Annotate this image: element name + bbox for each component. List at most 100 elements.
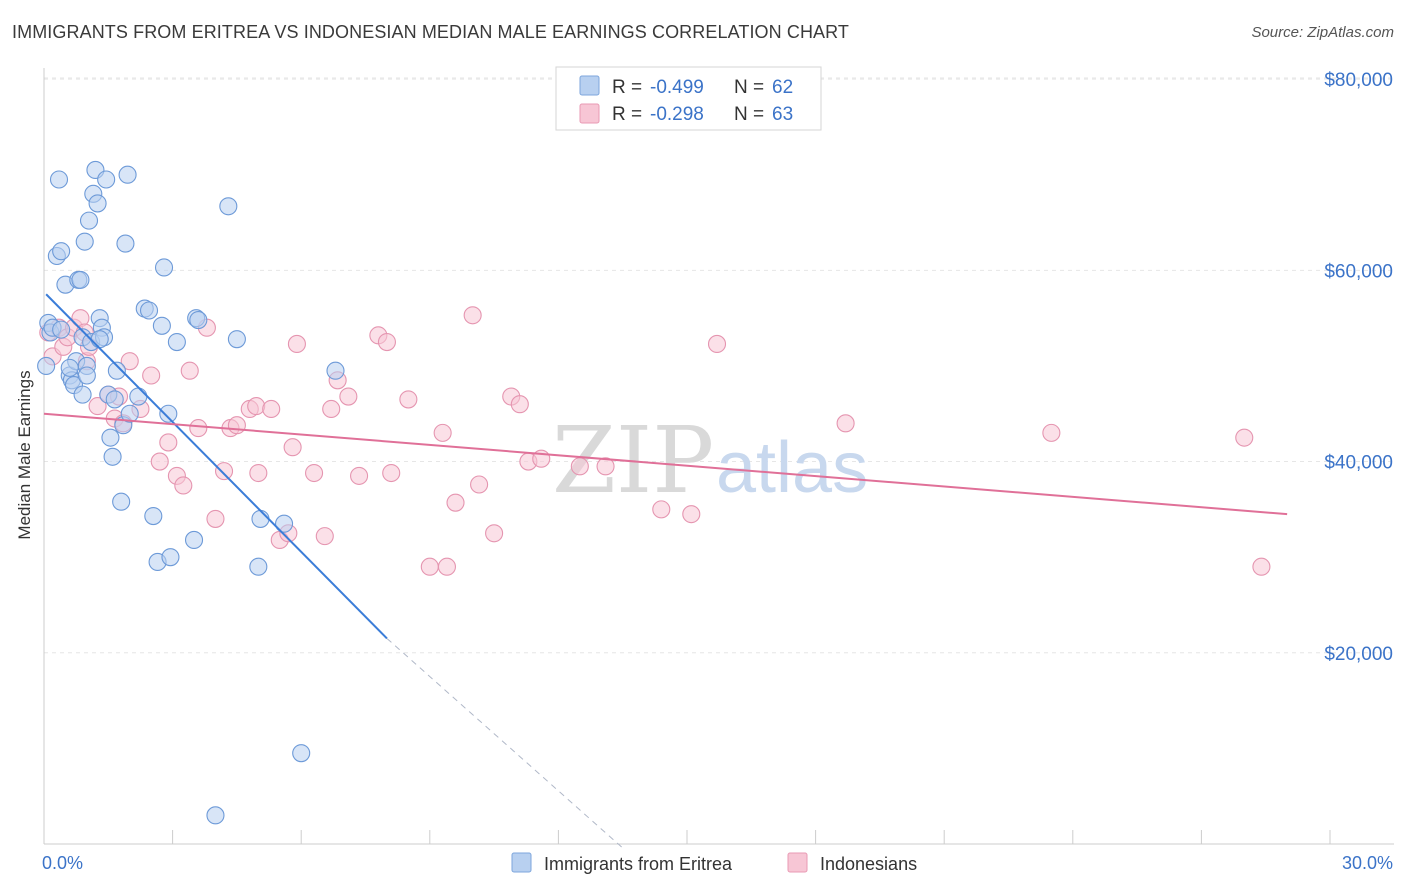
series-swatch-indonesians — [787, 852, 808, 873]
eritrea-point-53 — [275, 514, 294, 533]
eritrea-trend-line — [45, 293, 388, 640]
indonesians-point-42 — [350, 466, 369, 485]
eritrea-point-38 — [144, 507, 163, 526]
indonesians-point-63 — [836, 414, 855, 433]
indonesians-point-37 — [305, 463, 324, 483]
eritrea-point-51 — [249, 557, 268, 576]
eritrea-point-30 — [107, 361, 126, 380]
indonesians-point-10 — [88, 397, 107, 416]
y-tick-labels: $20,000 $40,000 $60,000 $80,000 — [1324, 70, 1393, 665]
eritrea-point-54 — [292, 744, 311, 763]
eritrea-point-55 — [326, 361, 345, 380]
eritrea-point-31 — [112, 492, 131, 511]
indonesians-point-30 — [247, 397, 266, 416]
x-tick-label-0: 0.0% — [42, 853, 83, 873]
indonesians-point-21 — [174, 476, 193, 495]
indonesians-point-52 — [470, 475, 489, 494]
indonesians-point-65 — [1235, 428, 1254, 447]
y-tick-label-1: $40,000 — [1324, 453, 1393, 474]
eritrea-point-45 — [184, 530, 204, 550]
eritrea-point-17 — [79, 211, 99, 230]
eritrea-points — [37, 160, 345, 825]
indonesians-point-64 — [1042, 423, 1061, 442]
y-tick-label-2: $60,000 — [1324, 261, 1393, 282]
x-tick-labels: 0.0% 30.0% — [42, 853, 1393, 873]
series-legend: Immigrants from Eritrea Indonesians — [511, 852, 917, 874]
legend-r-value-2: -0.298 — [650, 104, 704, 125]
indonesians-point-25 — [206, 509, 225, 528]
eritrea-point-34 — [118, 165, 137, 184]
indonesians-point-58 — [570, 457, 589, 476]
indonesians-point-48 — [420, 557, 439, 576]
legend-n-value-1: 62 — [772, 77, 793, 98]
indonesians-point-39 — [322, 399, 341, 419]
legend-r-value-1: -0.499 — [650, 77, 704, 98]
eritrea-point-33 — [116, 234, 135, 253]
source-label: Source: ZipAtlas.com — [1251, 24, 1394, 41]
eritrea-point-57 — [77, 366, 96, 385]
eritrea-point-61 — [129, 387, 148, 406]
indonesians-point-19 — [159, 433, 178, 452]
indonesians-point-28 — [227, 416, 246, 435]
y-tick-label-3: $80,000 — [1324, 70, 1393, 91]
legend-n-label-1: N = — [734, 77, 764, 98]
indonesians-point-35 — [283, 438, 302, 457]
eritrea-point-37 — [139, 301, 159, 320]
watermark-atlas: atlas — [716, 428, 868, 508]
series-label-indonesians: Indonesians — [820, 854, 917, 874]
indonesians-point-46 — [399, 390, 418, 409]
correlation-legend: R = -0.499 N = 62 R = -0.298 N = 63 — [555, 66, 822, 131]
legend-swatch-blue — [579, 75, 600, 96]
legend-r-label-1: R = — [612, 77, 642, 98]
eritrea-point-49 — [219, 197, 238, 216]
indonesians-point-26 — [214, 462, 234, 481]
eritrea-point-25 — [97, 170, 116, 189]
indonesians-point-38 — [315, 527, 334, 546]
eritrea-point-58 — [52, 320, 71, 339]
eritrea-point-60 — [73, 385, 92, 404]
indonesians-points — [39, 306, 1271, 576]
watermark: ZIP atlas — [552, 407, 868, 514]
eritrea-point-44 — [167, 332, 186, 352]
eritrea-point-28 — [103, 447, 122, 466]
eritrea-point-35 — [120, 404, 139, 423]
eritrea-point-13 — [71, 270, 90, 289]
indonesians-point-60 — [652, 500, 671, 519]
x-tick-label-1: 30.0% — [1342, 853, 1393, 873]
legend-n-value-2: 63 — [772, 104, 793, 125]
indonesians-point-55 — [510, 395, 529, 414]
eritrea-point-40 — [152, 316, 171, 335]
indonesians-point-51 — [463, 306, 482, 325]
eritrea-point-50 — [227, 330, 246, 349]
eritrea-point-41 — [154, 258, 174, 277]
indonesians-point-66 — [1252, 557, 1271, 576]
legend-swatch-pink — [579, 103, 600, 124]
indonesians-point-44 — [377, 332, 396, 352]
indonesians-trend-line — [43, 412, 1288, 516]
eritrea-point-27 — [101, 428, 120, 447]
indonesians-point-18 — [150, 452, 169, 471]
eritrea-point-48 — [206, 806, 225, 825]
indonesians-point-17 — [142, 366, 161, 385]
legend-n-label-2: N = — [734, 104, 764, 125]
indonesians-point-47 — [433, 423, 452, 442]
indonesians-point-45 — [382, 463, 401, 483]
legend-r-label-2: R = — [612, 104, 642, 125]
chart-title: IMMIGRANTS FROM ERITREA VS INDONESIAN ME… — [12, 22, 850, 42]
eritrea-point-29 — [105, 390, 124, 409]
indonesians-point-31 — [249, 463, 268, 483]
eritrea-point-56 — [60, 358, 79, 377]
indonesians-point-22 — [180, 361, 199, 380]
eritrea-point-0 — [37, 356, 56, 376]
indonesians-point-23 — [189, 419, 208, 438]
eritrea-point-43 — [161, 548, 180, 567]
indonesians-point-41 — [339, 387, 358, 406]
trend-lines — [43, 293, 1288, 849]
eritrea-trend-extension — [386, 638, 624, 849]
indonesians-point-36 — [287, 334, 306, 354]
indonesians-point-50 — [446, 493, 465, 512]
eritrea-point-52 — [251, 509, 270, 528]
eritrea-point-47 — [189, 311, 208, 330]
axes — [43, 68, 1394, 845]
eritrea-point-6 — [52, 242, 71, 261]
